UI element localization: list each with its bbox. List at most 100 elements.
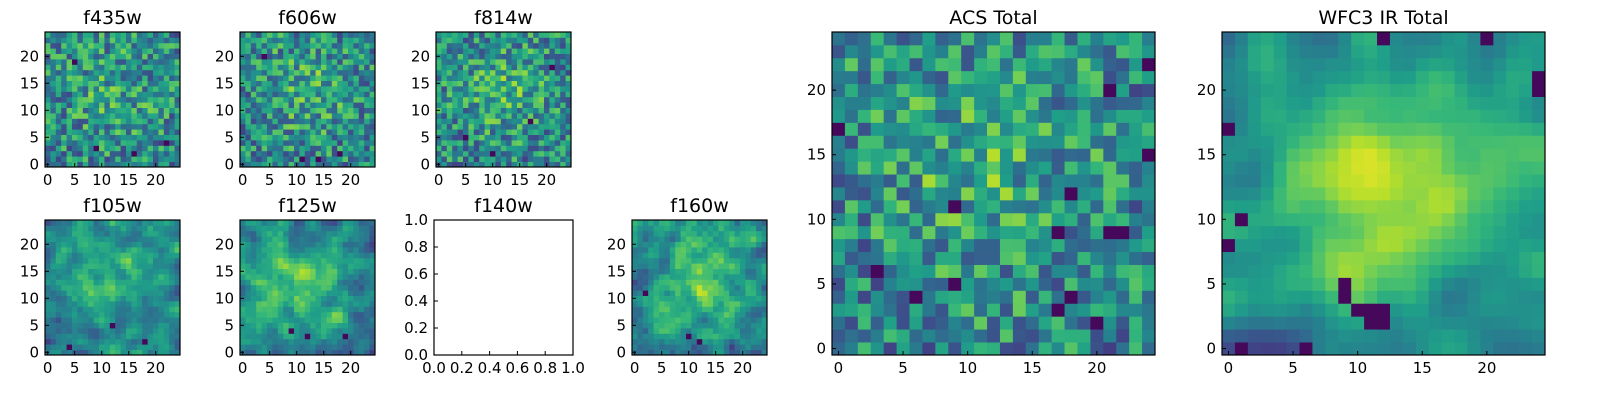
y-tick-label: 0 bbox=[29, 155, 39, 173]
heatmap-cell bbox=[452, 156, 458, 162]
heatmap-cell bbox=[142, 344, 148, 350]
heatmap-cell bbox=[648, 290, 654, 296]
heatmap-cell bbox=[935, 199, 949, 214]
heatmap-cell bbox=[369, 295, 376, 302]
heatmap-cell bbox=[353, 107, 360, 114]
heatmap-cell bbox=[104, 91, 111, 98]
heatmap-cell bbox=[691, 279, 698, 286]
heatmap-cell bbox=[1286, 290, 1300, 304]
heatmap-cell bbox=[353, 317, 360, 323]
heatmap-cell bbox=[1064, 135, 1078, 149]
y-tick-label: 0 bbox=[224, 343, 234, 361]
heatmap-cell bbox=[163, 247, 170, 253]
heatmap-cell bbox=[517, 118, 523, 125]
heatmap-cell bbox=[299, 161, 306, 168]
heatmap-cell bbox=[517, 134, 523, 141]
heatmap-cell bbox=[506, 86, 512, 92]
heatmap-cell bbox=[713, 268, 719, 275]
heatmap-cell bbox=[131, 349, 138, 356]
heatmap-cell bbox=[1234, 329, 1249, 343]
heatmap-cell bbox=[299, 123, 306, 130]
heatmap-cell bbox=[479, 123, 485, 130]
x-tick-label: 5 bbox=[70, 359, 80, 377]
heatmap-cell bbox=[142, 322, 148, 329]
heatmap-cell bbox=[653, 268, 660, 275]
heatmap-cell bbox=[321, 134, 327, 141]
heatmap-cell bbox=[653, 279, 660, 286]
heatmap-cell bbox=[304, 59, 311, 65]
heatmap-cell bbox=[256, 37, 262, 44]
heatmap-cell bbox=[245, 107, 252, 114]
heatmap-cell bbox=[948, 96, 962, 110]
heatmap-cell bbox=[702, 241, 708, 248]
heatmap-cell bbox=[648, 311, 654, 318]
heatmap-cell bbox=[250, 75, 257, 81]
heatmap-cell bbox=[761, 241, 768, 248]
heatmap-cell bbox=[288, 322, 295, 329]
heatmap-cell bbox=[267, 123, 273, 130]
heatmap-cell bbox=[288, 48, 295, 54]
heatmap-cell bbox=[294, 53, 300, 60]
heatmap-cell bbox=[245, 268, 252, 275]
heatmap-cell bbox=[163, 290, 170, 296]
heatmap-cell bbox=[457, 134, 464, 141]
heatmap-cell bbox=[511, 113, 518, 119]
heatmap-cell bbox=[1234, 187, 1249, 201]
heatmap-cell bbox=[896, 251, 910, 265]
heatmap-cell bbox=[147, 80, 154, 87]
heatmap-cell bbox=[436, 145, 442, 152]
heatmap-cell bbox=[896, 238, 910, 253]
heatmap-cell bbox=[675, 236, 681, 242]
heatmap-cell bbox=[870, 135, 885, 149]
heatmap-cell bbox=[55, 257, 62, 264]
heatmap-cell bbox=[1441, 187, 1455, 201]
heatmap-cell bbox=[659, 290, 665, 296]
heatmap-cell bbox=[974, 303, 988, 317]
heatmap-cell bbox=[745, 284, 752, 291]
heatmap-cell bbox=[463, 140, 469, 146]
heatmap-cell bbox=[158, 96, 165, 103]
heatmap-cell bbox=[538, 150, 545, 157]
heatmap-cell bbox=[250, 140, 257, 146]
heatmap-cell bbox=[1338, 187, 1352, 201]
heatmap-cell bbox=[740, 290, 746, 296]
heatmap-cell bbox=[337, 247, 343, 253]
heatmap-cell bbox=[163, 230, 170, 237]
heatmap-cell bbox=[441, 42, 448, 49]
heatmap-cell bbox=[342, 145, 349, 152]
heatmap-cell bbox=[554, 107, 561, 114]
heatmap-cell bbox=[664, 333, 671, 340]
heatmap-cell bbox=[45, 118, 51, 125]
heatmap-cell bbox=[832, 342, 846, 356]
heatmap-cell bbox=[922, 225, 936, 240]
heatmap-cell bbox=[147, 161, 154, 168]
heatmap-cell bbox=[277, 257, 284, 264]
heatmap-cell bbox=[642, 220, 649, 226]
heatmap-cell bbox=[1506, 174, 1520, 188]
heatmap-cell bbox=[310, 118, 316, 125]
heatmap-cell bbox=[857, 83, 872, 97]
heatmap-cell bbox=[245, 150, 252, 157]
heatmap-cell bbox=[832, 264, 846, 278]
heatmap-cell bbox=[500, 80, 507, 87]
heatmap-cell bbox=[745, 257, 752, 264]
heatmap-cell bbox=[642, 301, 649, 307]
heatmap-cell bbox=[637, 274, 644, 280]
heatmap-cell bbox=[93, 301, 100, 307]
heatmap-cell bbox=[294, 80, 300, 87]
heatmap-cell bbox=[832, 316, 846, 330]
heatmap-cell bbox=[250, 42, 257, 49]
heatmap-cell bbox=[750, 306, 757, 313]
heatmap-cell bbox=[77, 113, 84, 119]
heatmap-cell bbox=[153, 301, 159, 307]
heatmap-cell bbox=[326, 257, 333, 264]
heatmap-cell bbox=[1312, 303, 1326, 317]
heatmap-cell bbox=[250, 96, 257, 103]
heatmap-cell bbox=[1506, 329, 1520, 343]
heatmap-cell bbox=[72, 150, 78, 157]
heatmap-cell bbox=[358, 284, 365, 291]
heatmap-cell bbox=[1025, 83, 1040, 97]
heatmap-cell bbox=[61, 140, 67, 146]
heatmap-cell bbox=[1338, 148, 1352, 162]
heatmap-cell bbox=[554, 113, 561, 119]
